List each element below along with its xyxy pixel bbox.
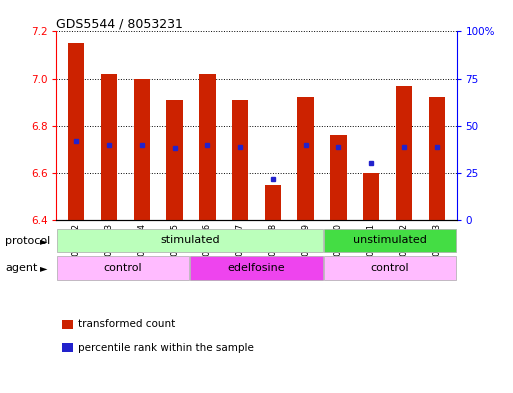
Bar	[330, 135, 347, 220]
Bar	[232, 100, 248, 220]
Bar	[396, 86, 412, 220]
Bar	[265, 185, 281, 220]
Text: agent: agent	[5, 263, 37, 273]
Bar	[166, 100, 183, 220]
Bar	[62, 343, 73, 352]
Bar	[324, 229, 456, 252]
Text: control: control	[104, 263, 143, 273]
Bar	[133, 79, 150, 220]
Bar	[190, 256, 323, 280]
Text: stimulated: stimulated	[160, 235, 220, 245]
Bar	[298, 97, 314, 220]
Bar	[363, 173, 380, 220]
Text: control: control	[370, 263, 409, 273]
Text: protocol: protocol	[5, 236, 50, 246]
Text: percentile rank within the sample: percentile rank within the sample	[78, 343, 254, 353]
Bar	[199, 74, 215, 220]
Text: edelfosine: edelfosine	[228, 263, 285, 273]
Text: ►: ►	[40, 236, 47, 246]
Bar	[57, 256, 189, 280]
Bar	[57, 229, 323, 252]
Text: GDS5544 / 8053231: GDS5544 / 8053231	[56, 17, 183, 30]
Text: unstimulated: unstimulated	[353, 235, 427, 245]
Bar	[62, 320, 73, 329]
Bar	[101, 74, 117, 220]
Bar	[324, 256, 456, 280]
Text: transformed count: transformed count	[78, 319, 175, 329]
Bar	[68, 43, 84, 220]
Text: ►: ►	[40, 263, 47, 273]
Bar	[429, 97, 445, 220]
